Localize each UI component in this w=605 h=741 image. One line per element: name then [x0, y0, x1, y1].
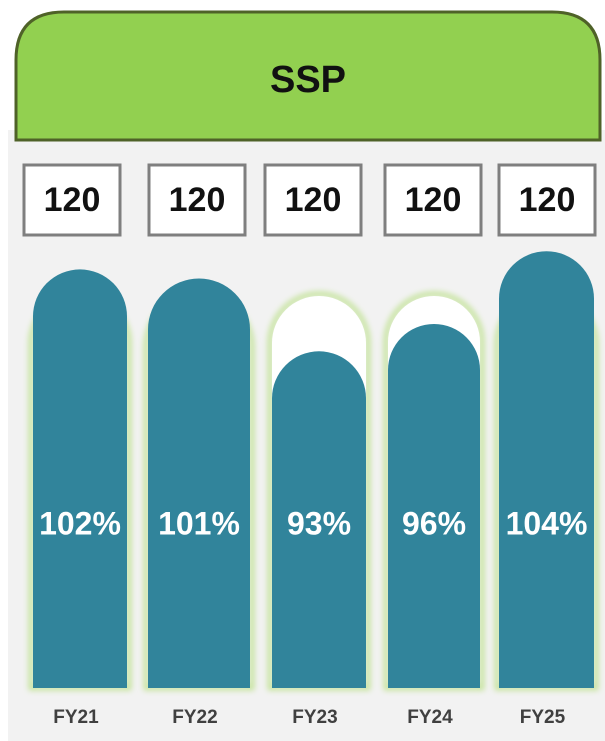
- box-label: 120: [285, 181, 342, 219]
- chart-title: SSP: [270, 59, 346, 101]
- bar: [148, 278, 250, 688]
- x-tick-label: FY21: [53, 707, 99, 728]
- x-tick-label: FY25: [520, 707, 566, 728]
- value-box: [383, 163, 483, 237]
- x-tick-label: FY23: [292, 707, 337, 728]
- bar-outline-glow: [267, 291, 371, 691]
- bar: [272, 351, 366, 688]
- value-box: [497, 163, 597, 237]
- x-tick-label: FY24: [407, 707, 453, 728]
- value-label: 104%: [506, 505, 588, 541]
- plot: 102% 120 FY21 101% 120 FY22 93% 120 FY23 96% 120 FY…: [22, 163, 599, 728]
- box-label: 120: [169, 181, 226, 219]
- bar: [33, 269, 127, 688]
- value-label: 96%: [402, 505, 466, 541]
- value-label: 101%: [158, 505, 240, 541]
- bar: [499, 251, 594, 689]
- x-tick-label: FY22: [172, 707, 217, 728]
- box-label: 120: [405, 181, 462, 219]
- bar: [388, 324, 480, 688]
- value-label: 93%: [287, 505, 351, 541]
- value-box: [22, 163, 122, 237]
- value-box: [263, 163, 363, 237]
- value-box: [147, 163, 247, 237]
- box-label: 120: [519, 181, 576, 219]
- value-label: 102%: [39, 505, 121, 541]
- bar-outline-glow: [383, 291, 485, 691]
- box-label: 120: [44, 181, 101, 219]
- header: [14, 10, 602, 142]
